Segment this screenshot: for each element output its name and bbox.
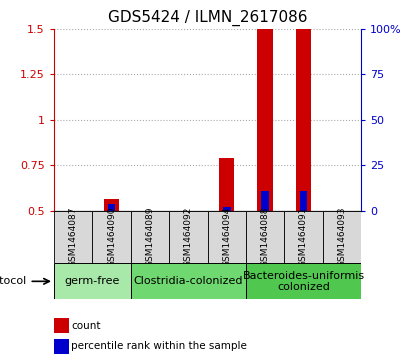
- Bar: [257, 29, 273, 211]
- Bar: [284, 211, 323, 263]
- Bar: [300, 192, 308, 211]
- Text: GSM1464094: GSM1464094: [222, 207, 231, 267]
- Text: GSM1464093: GSM1464093: [337, 207, 347, 267]
- Text: GSM1464090: GSM1464090: [107, 207, 116, 267]
- Text: GSM1464088: GSM1464088: [261, 207, 270, 267]
- Bar: [54, 339, 69, 354]
- Bar: [296, 29, 311, 211]
- Bar: [108, 204, 115, 211]
- Text: germ-free: germ-free: [65, 276, 120, 286]
- Text: GSM1464092: GSM1464092: [184, 207, 193, 267]
- Bar: [223, 207, 231, 211]
- Text: GSM1464091: GSM1464091: [299, 207, 308, 267]
- Bar: [219, 158, 234, 211]
- Text: GSM1464089: GSM1464089: [145, 207, 154, 267]
- Bar: [54, 318, 69, 333]
- Bar: [131, 211, 169, 263]
- Text: protocol: protocol: [0, 276, 26, 286]
- Bar: [208, 211, 246, 263]
- Text: percentile rank within the sample: percentile rank within the sample: [71, 341, 247, 351]
- Bar: [54, 263, 131, 299]
- Bar: [246, 263, 361, 299]
- Text: GSM1464087: GSM1464087: [68, 207, 78, 267]
- Text: Clostridia-colonized: Clostridia-colonized: [134, 276, 243, 286]
- Bar: [131, 263, 246, 299]
- Bar: [246, 211, 284, 263]
- Bar: [54, 211, 92, 263]
- Bar: [93, 211, 131, 263]
- Bar: [323, 211, 361, 263]
- Text: Bacteroides-uniformis
colonized: Bacteroides-uniformis colonized: [242, 270, 364, 292]
- Bar: [104, 199, 119, 211]
- Title: GDS5424 / ILMN_2617086: GDS5424 / ILMN_2617086: [108, 10, 307, 26]
- Text: count: count: [71, 321, 101, 331]
- Bar: [261, 192, 269, 211]
- Bar: [169, 211, 208, 263]
